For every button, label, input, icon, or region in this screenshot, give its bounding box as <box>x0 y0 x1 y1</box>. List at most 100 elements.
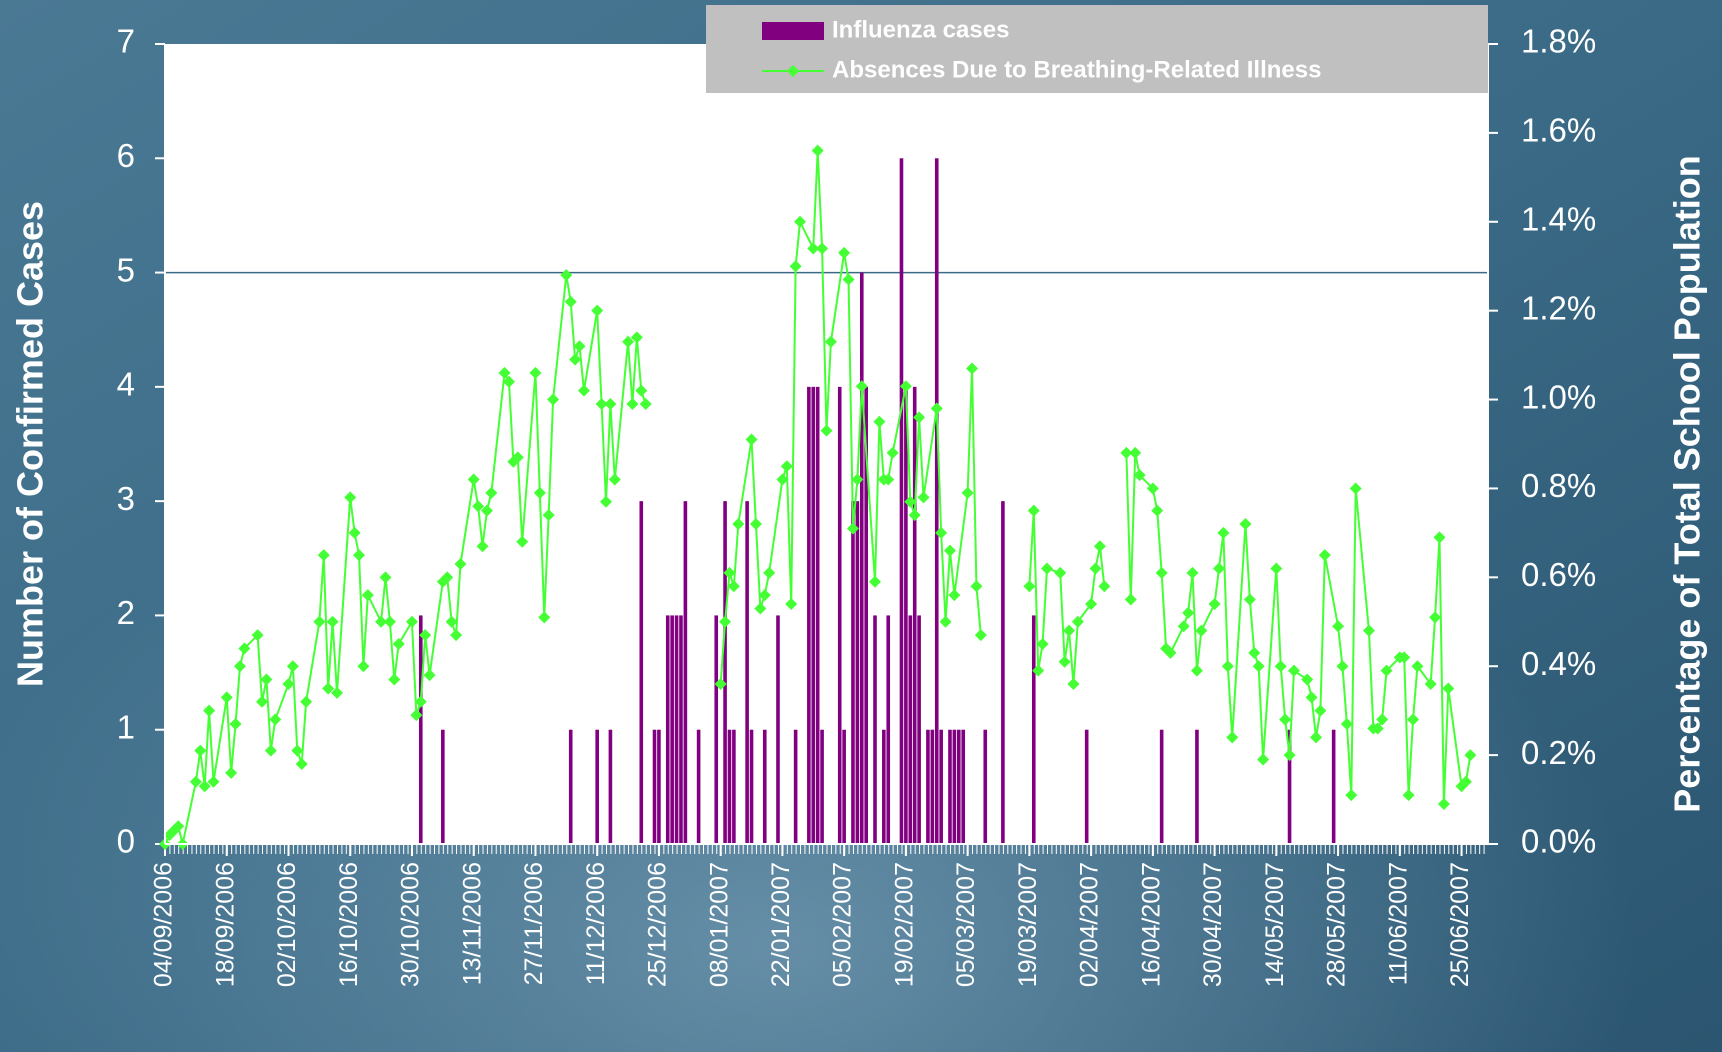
line-marker <box>1442 682 1455 695</box>
line-marker <box>203 704 216 717</box>
line-marker <box>591 304 604 317</box>
bar <box>859 272 864 845</box>
line-marker <box>260 673 273 686</box>
line-marker <box>383 615 396 628</box>
line-marker <box>842 273 855 286</box>
bar <box>926 729 930 844</box>
line-marker <box>789 260 802 273</box>
bar <box>679 615 683 844</box>
line-marker <box>1146 482 1159 495</box>
x-tick-label: 13/11/2006 <box>458 862 486 985</box>
line-marker <box>1340 718 1353 730</box>
bar <box>776 615 780 844</box>
line-marker <box>714 678 727 690</box>
line-marker <box>758 589 771 602</box>
bar <box>745 501 749 844</box>
line-marker <box>194 744 207 757</box>
line-marker <box>917 491 930 504</box>
x-tick-label: 11/06/2007 <box>1384 862 1412 985</box>
line-marker <box>1336 660 1349 673</box>
line-marker <box>899 380 912 393</box>
x-tick-label: 08/01/2007 <box>705 862 733 987</box>
line-marker <box>256 695 269 708</box>
bar <box>904 386 908 844</box>
bar <box>983 729 988 844</box>
line-marker <box>600 495 612 508</box>
bar <box>815 386 820 844</box>
line-marker <box>939 615 952 628</box>
y2-tick-label: 0.4% <box>1521 645 1596 682</box>
line-marker <box>564 295 577 308</box>
bar <box>908 615 913 844</box>
legend-box <box>706 5 1488 93</box>
bar <box>842 729 846 844</box>
line-marker <box>763 566 776 579</box>
line-marker <box>569 353 582 366</box>
line-marker <box>943 544 956 557</box>
bar <box>1031 615 1036 844</box>
line-marker <box>1120 446 1133 459</box>
line-marker <box>361 589 374 602</box>
line-marker <box>410 709 423 722</box>
line-marker <box>1283 749 1296 762</box>
x-tick-label: 16/04/2007 <box>1137 862 1165 987</box>
y2-tick-label: 0.2% <box>1521 734 1596 771</box>
bar <box>762 729 767 844</box>
y-tick-label: 1 <box>117 708 135 745</box>
line-marker <box>313 615 326 628</box>
line-marker <box>414 695 427 708</box>
line-marker <box>419 629 432 642</box>
line-marker <box>1098 580 1111 593</box>
line-marker <box>379 571 392 584</box>
line-marker <box>1133 469 1146 482</box>
line-marker <box>1155 566 1168 579</box>
line-marker <box>882 473 895 486</box>
bar <box>948 729 952 844</box>
line-marker <box>1314 704 1327 717</box>
x-tick-label: 27/11/2006 <box>520 862 548 985</box>
bar <box>652 729 657 844</box>
line-marker <box>207 775 220 788</box>
line-marker <box>1054 566 1067 579</box>
line-marker <box>970 580 983 593</box>
line-marker <box>913 411 926 424</box>
y2-tick-label: 0.0% <box>1521 823 1596 860</box>
line-marker <box>776 473 789 486</box>
line-marker <box>1362 624 1375 637</box>
line-marker <box>529 366 542 379</box>
line-marker <box>573 340 586 353</box>
line-marker <box>516 535 529 548</box>
bar <box>864 386 868 844</box>
line-marker <box>1182 606 1195 619</box>
line <box>164 150 1472 845</box>
line-marker <box>388 673 401 686</box>
line-marker <box>1212 562 1225 575</box>
bar <box>855 501 860 844</box>
y-tick-label: 3 <box>117 480 135 517</box>
line-marker <box>485 486 498 499</box>
line-marker <box>300 695 313 708</box>
line-marker <box>330 686 343 699</box>
line-marker <box>1063 624 1076 637</box>
line-marker <box>1257 753 1270 766</box>
line-marker <box>785 598 798 610</box>
line-marker <box>533 486 546 499</box>
line-marker <box>291 744 304 757</box>
line-marker <box>264 744 277 757</box>
x-tick-label: 02/10/2006 <box>273 862 301 987</box>
line-marker <box>1402 789 1415 802</box>
bar <box>820 729 824 844</box>
y2-tick-label: 0.6% <box>1521 556 1596 593</box>
y-tick-label: 5 <box>117 251 135 288</box>
line-marker <box>1067 678 1080 690</box>
line-marker <box>851 473 864 486</box>
line-marker <box>476 540 489 553</box>
line-marker <box>732 518 745 530</box>
line-marker <box>855 380 868 393</box>
bar <box>1159 729 1164 844</box>
line-marker <box>1151 504 1164 517</box>
bar <box>961 729 966 844</box>
line-marker <box>1371 722 1384 735</box>
line-marker <box>1129 446 1142 459</box>
